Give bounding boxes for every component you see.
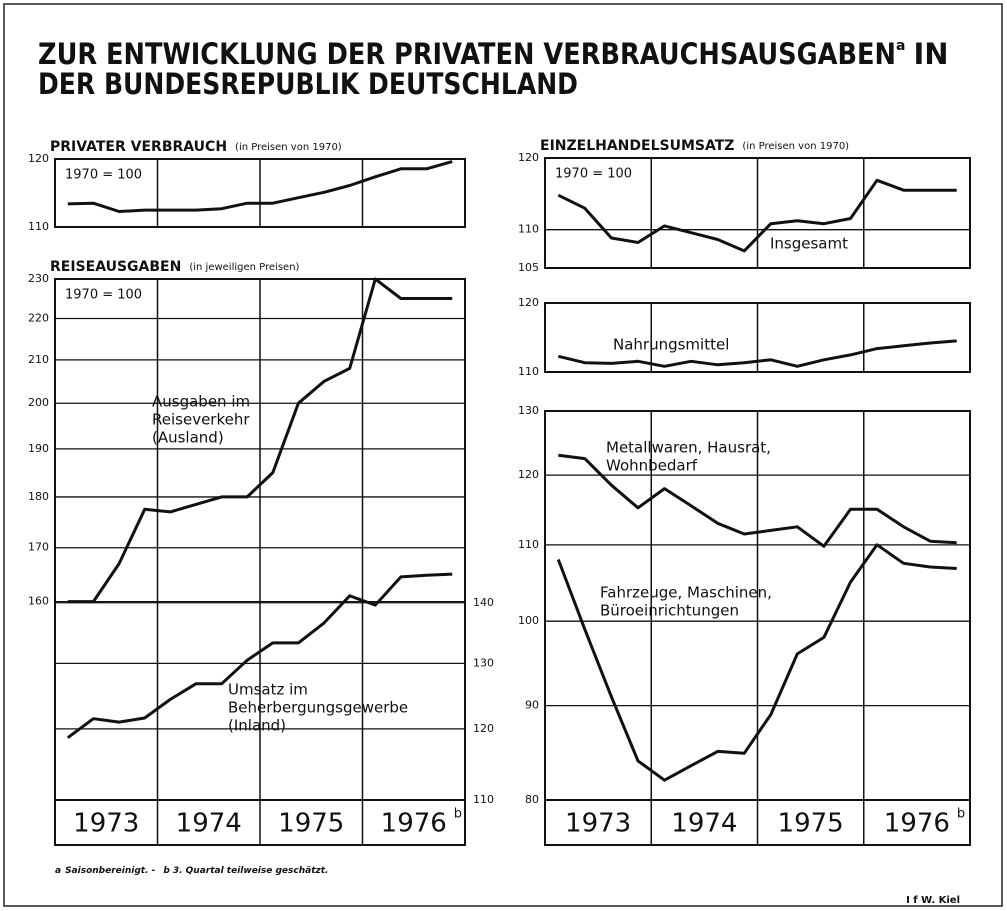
series-label: Beherbergungsgewerbe	[228, 699, 408, 717]
title-line: ZUR ENTWICKLUNG DER PRIVATEN VERBRAUCHSA…	[38, 37, 949, 71]
x-tick-label: 1975	[278, 809, 344, 839]
footnote-mark: b	[163, 866, 170, 876]
series-label: Fahrzeuge, Maschinen,	[600, 584, 772, 602]
y2-tick-label: 130	[473, 656, 494, 669]
y-tick-label: 200	[28, 396, 49, 409]
series-label: (Inland)	[228, 717, 286, 735]
title-text: IN	[913, 37, 948, 71]
index-note: 1970 = 100	[65, 168, 142, 183]
y-tick-label: 130	[518, 404, 539, 417]
title-note: a	[896, 38, 905, 54]
index-note: 1970 = 100	[65, 288, 142, 303]
series-label: Metallwaren, Hausrat,	[606, 439, 771, 457]
index-note: 1970 = 100	[555, 167, 632, 182]
y-tick-label: 120	[518, 296, 539, 309]
y-tick-label: 90	[525, 699, 539, 712]
panel-subtitle: (in jeweiligen Preisen)	[189, 262, 299, 273]
year-axis-frame	[544, 799, 971, 846]
series-line	[66, 572, 453, 739]
panel-title: PRIVATER VERBRAUCH (in Preisen von 1970)	[50, 139, 342, 155]
series-line	[556, 543, 957, 782]
y-tick-label: 120	[518, 468, 539, 481]
panel-title-text: EINZELHANDELSUMSATZ	[540, 138, 734, 154]
series-label: Wohnbedarf	[606, 457, 698, 475]
x-label-note: b	[957, 807, 965, 822]
panel-subtitle: (in Preisen von 1970)	[742, 141, 849, 152]
series-line	[557, 178, 957, 253]
y-tick-label: 120	[28, 152, 49, 165]
y-tick-label: 230	[28, 272, 49, 285]
series-label: Nahrungsmittel	[613, 336, 729, 354]
y-tick-label: 180	[28, 490, 49, 503]
series-line	[67, 160, 453, 213]
y-tick-label: 100	[518, 614, 539, 627]
title-text: ZUR ENTWICKLUNG DER PRIVATEN VERBRAUCHSA…	[38, 37, 896, 71]
y-tick-label: 80	[525, 793, 539, 806]
x-tick-label: 1976	[884, 809, 950, 839]
series-label: (Ausland)	[152, 429, 224, 447]
year-axis-frame	[54, 799, 466, 846]
y-tick-label: 110	[518, 223, 539, 236]
x-tick-label: 1976	[381, 809, 447, 839]
panel-frame	[544, 302, 971, 373]
panel-title: EINZELHANDELSUMSATZ (in Preisen von 1970)	[540, 138, 849, 154]
panel-title-text: PRIVATER VERBRAUCH	[50, 139, 227, 155]
x-label-note: b	[454, 807, 462, 822]
y-tick-label: 110	[28, 220, 49, 233]
footnote-text: 3. Quartal teilweise geschätzt.	[173, 866, 329, 876]
series-label: Umsatz im	[228, 681, 308, 699]
series-line	[558, 453, 957, 548]
x-tick-label: 1975	[778, 809, 844, 839]
panel-title-text: REISEAUSGABEN	[50, 259, 181, 275]
series-label: Reiseverkehr	[152, 411, 250, 429]
series-label: Büroeinrichtungen	[600, 602, 739, 620]
y2-tick-label: 140	[473, 596, 494, 609]
footnote-text: Saisonbereinigt. -	[65, 866, 156, 876]
y-tick-label: 110	[518, 538, 539, 551]
panel-subtitle: (in Preisen von 1970)	[235, 142, 342, 153]
x-tick-label: 1974	[176, 809, 242, 839]
x-tick-label: 1973	[73, 809, 139, 839]
y-tick-label: 160	[28, 595, 49, 608]
y2-tick-label: 110	[473, 793, 494, 806]
series-label: Ausgaben im	[152, 393, 250, 411]
panel-frame	[544, 157, 971, 269]
series-line	[67, 277, 453, 604]
source: I f W. Kiel	[906, 895, 960, 906]
x-tick-label: 1973	[565, 809, 631, 839]
panel-title: REISEAUSGABEN (in jeweiligen Preisen)	[50, 259, 300, 275]
y-tick-label: 105	[518, 261, 539, 274]
y2-tick-label: 120	[473, 722, 494, 735]
series-label: Insgesamt	[770, 235, 848, 253]
footnote-mark: a	[55, 866, 61, 876]
title-line: DER BUNDESREPUBLIK DEUTSCHLAND	[38, 67, 578, 101]
page-frame	[3, 3, 1003, 907]
y-tick-label: 190	[28, 442, 49, 455]
x-tick-label: 1974	[671, 809, 737, 839]
panel-frame	[54, 158, 466, 228]
y-tick-label: 120	[518, 151, 539, 164]
y-tick-label: 210	[28, 353, 49, 366]
series-line	[557, 339, 957, 368]
y-tick-label: 170	[28, 541, 49, 554]
footnote: a Saisonbereinigt. - b 3. Quartal teilweise…	[55, 866, 328, 876]
y-tick-label: 110	[518, 365, 539, 378]
y-tick-label: 220	[28, 312, 49, 325]
